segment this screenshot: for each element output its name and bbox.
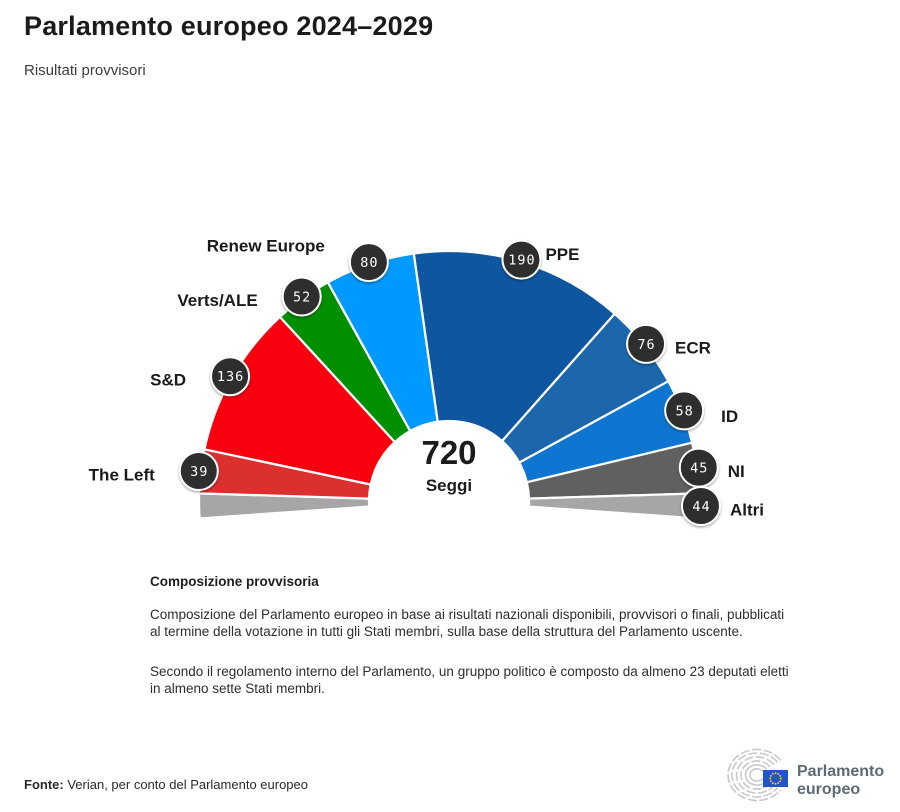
seat-badge-altri — [680, 485, 721, 526]
seat-count-ppe: 190 — [508, 253, 535, 269]
group-label-ni: NI — [728, 462, 745, 481]
logo-text-line2: europeo — [797, 781, 860, 798]
seat-count-verts: 52 — [293, 290, 311, 306]
group-label-left: The Left — [89, 466, 155, 485]
hemicycle-logo-icon — [727, 748, 782, 802]
description-block: Composizione provvisoria Composizione de… — [150, 574, 792, 697]
logo-text-line1: Parlamento — [797, 763, 884, 780]
seat-badge-ppe — [501, 239, 542, 280]
group-label-ppe: PPE — [545, 245, 579, 264]
seat-count-left: 39 — [190, 464, 208, 480]
wedge-altri[interactable] — [527, 492, 701, 520]
group-label-sd: S&D — [150, 371, 186, 390]
seat-count-ecr: 76 — [637, 337, 655, 353]
seat-count-altri: 44 — [692, 499, 710, 515]
seat-total: 720 Seggi — [349, 436, 549, 496]
seat-count-ni: 45 — [690, 461, 708, 477]
page-subtitle: Risultati provvisori — [24, 62, 146, 79]
description-heading: Composizione provvisoria — [150, 574, 319, 589]
seat-badge-sd — [210, 356, 251, 397]
source-note: Fonte: Verian, per conto del Parlamento … — [24, 777, 308, 792]
hemicycle-chart: 39 The Left 136 S&D 52 Verts/ALE 80 Renew Europ… — [89, 237, 764, 526]
seat-badge-renew — [348, 242, 389, 283]
seat-count-sd: 136 — [217, 369, 244, 385]
seat-badge-ecr — [626, 323, 667, 364]
seat-count-idg: 58 — [676, 403, 694, 419]
description-paragraph-2: Secondo il regolamento interno del Parla… — [150, 664, 789, 696]
group-label-renew: Renew Europe — [207, 237, 325, 256]
group-label-altri: Altri — [730, 500, 764, 519]
seat-total-number: 720 — [421, 434, 477, 471]
eu-flag-icon — [763, 770, 788, 787]
seat-badge-idg — [664, 390, 705, 431]
description-paragraph-1: Composizione del Parlamento europeo in b… — [150, 607, 785, 639]
seat-total-unit: Seggi — [425, 476, 473, 495]
seat-badge-left — [178, 451, 219, 492]
group-label-idg: ID — [721, 407, 738, 426]
page-title: Parlamento europeo 2024–2029 — [24, 11, 434, 41]
parliament-logo: Parlamento europeo — [727, 748, 884, 802]
wedge-sd[interactable] — [203, 315, 397, 486]
seat-badge-verts — [281, 276, 322, 317]
wedge-ppe[interactable] — [412, 249, 616, 443]
group-label-ecr: ECR — [675, 338, 711, 357]
group-label-verts: Verts/ALE — [177, 291, 257, 310]
source-label: Fonte: — [24, 777, 64, 792]
source-text: Verian, per conto del Parlamento europeo — [63, 777, 308, 792]
seat-count-renew: 80 — [360, 255, 378, 271]
